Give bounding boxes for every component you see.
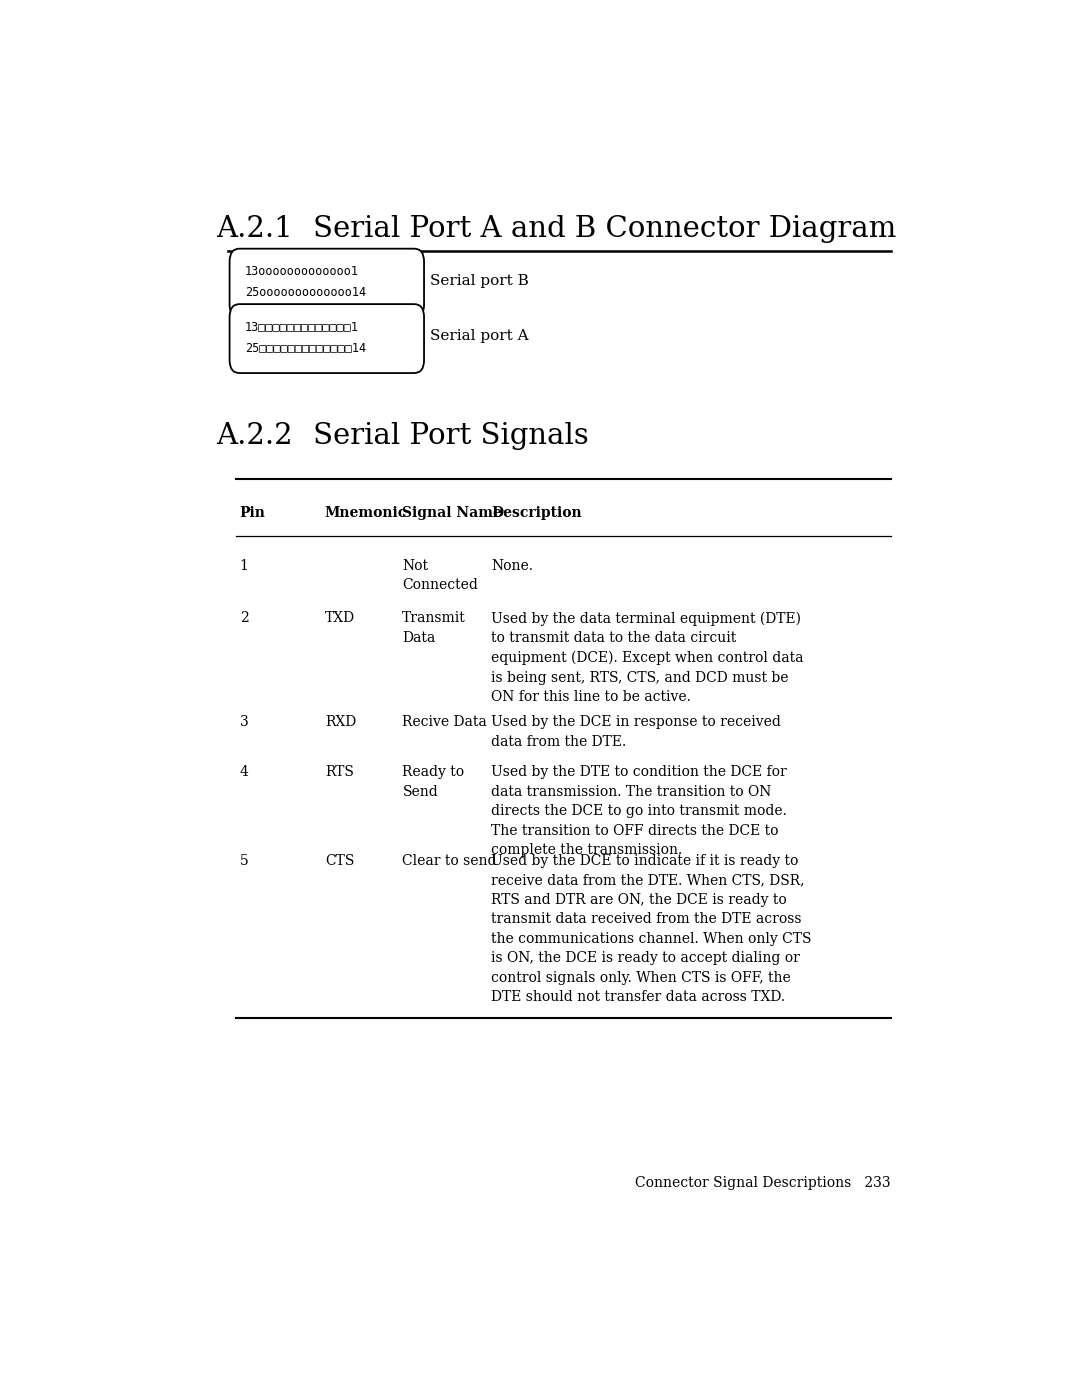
Text: Clear to send: Clear to send — [403, 854, 497, 868]
Text: Connector Signal Descriptions   233: Connector Signal Descriptions 233 — [635, 1176, 891, 1190]
FancyBboxPatch shape — [230, 305, 424, 373]
Text: Used by the DCE in response to received
data from the DTE.: Used by the DCE in response to received … — [491, 715, 781, 749]
Text: Used by the data terminal equipment (DTE)
to transmit data to the data circuit
e: Used by the data terminal equipment (DTE… — [491, 610, 804, 704]
Text: Used by the DTE to condition the DCE for
data transmission. The transition to ON: Used by the DTE to condition the DCE for… — [491, 766, 787, 858]
Text: Not
Connected: Not Connected — [403, 559, 478, 592]
Text: 1: 1 — [240, 559, 248, 573]
Text: 25□□□□□□□□□□□□□14: 25□□□□□□□□□□□□□14 — [245, 341, 366, 355]
Text: 4: 4 — [240, 766, 248, 780]
Text: None.: None. — [491, 559, 534, 573]
Text: Serial Port A and B Connector Diagram: Serial Port A and B Connector Diagram — [313, 215, 896, 243]
Text: RTS: RTS — [325, 766, 354, 780]
Text: 13ooooooooooooo1: 13ooooooooooooo1 — [245, 265, 359, 278]
Text: 25ooooooooooooo14: 25ooooooooooooo14 — [245, 286, 366, 299]
Text: A.2.1: A.2.1 — [216, 215, 293, 243]
Text: Description: Description — [491, 507, 582, 521]
Text: 3: 3 — [240, 715, 248, 729]
Text: 13□□□□□□□□□□□□□1: 13□□□□□□□□□□□□□1 — [245, 320, 359, 334]
Text: Signal Name: Signal Name — [403, 507, 502, 521]
Text: 2: 2 — [240, 610, 248, 626]
Text: CTS: CTS — [325, 854, 354, 868]
Text: Serial port A: Serial port A — [430, 330, 528, 344]
Text: A.2.2: A.2.2 — [216, 422, 293, 450]
Text: Mnemonic: Mnemonic — [325, 507, 407, 521]
Text: Used by the DCE to indicate if it is ready to
receive data from the DTE. When CT: Used by the DCE to indicate if it is rea… — [491, 854, 812, 1004]
Text: Ready to
Send: Ready to Send — [403, 766, 464, 799]
Text: Pin: Pin — [240, 507, 266, 521]
Text: Recive Data: Recive Data — [403, 715, 487, 729]
Text: 5: 5 — [240, 854, 248, 868]
Text: Transmit
Data: Transmit Data — [403, 610, 467, 644]
FancyBboxPatch shape — [230, 249, 424, 317]
Text: Serial Port Signals: Serial Port Signals — [313, 422, 589, 450]
Text: Serial port B: Serial port B — [430, 274, 528, 288]
Text: TXD: TXD — [325, 610, 355, 626]
Text: RXD: RXD — [325, 715, 356, 729]
